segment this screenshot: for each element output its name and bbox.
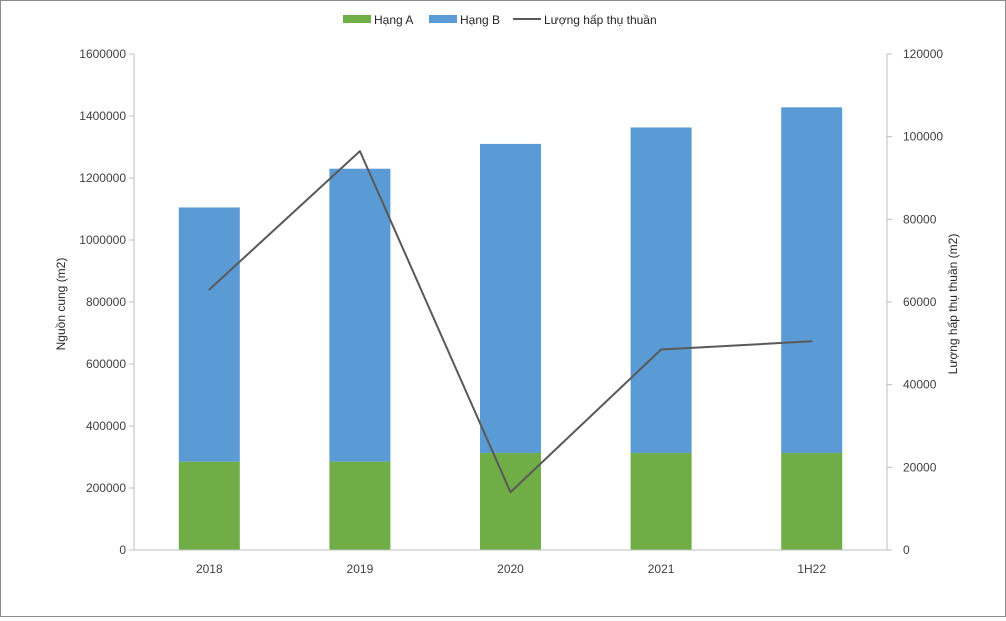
- y2-axis-ticks: 0 20000 40000 60000 80000 100000 120000: [887, 47, 943, 557]
- y-tick-label-4: 800000: [86, 295, 126, 309]
- y-tick-label-6: 1200000: [79, 171, 126, 185]
- line-point-1h22: [810, 340, 813, 343]
- legend-label-line: Lượng hấp thụ thuần: [544, 13, 657, 27]
- y2-tick-label-5: 100000: [903, 130, 943, 144]
- bar-hang-b-2019: [329, 168, 391, 462]
- bar-hang-b-2020: [480, 143, 541, 453]
- y-axis-title: Nguồn cung (m2): [54, 258, 68, 351]
- line-point-2019: [359, 150, 361, 152]
- bar-hang-b-1h22: [781, 107, 843, 453]
- x-tick-label-2020: 2020: [497, 562, 524, 576]
- y-tick-label-0: 0: [119, 543, 126, 557]
- bar-hang-a-2018: [178, 461, 240, 550]
- legend-label-hang-a: Hạng A: [374, 13, 413, 27]
- bar-hang-b-2018: [178, 207, 240, 462]
- bar-hang-a-1h22: [781, 452, 843, 550]
- y2-tick-label-3: 60000: [903, 295, 937, 309]
- y2-tick-label-4: 80000: [903, 212, 937, 226]
- bar-hang-b-2021: [630, 127, 692, 453]
- x-tick-label-2019: 2019: [347, 562, 374, 576]
- y-tick-label-3: 600000: [86, 357, 126, 371]
- x-tick-label-2021: 2021: [648, 562, 675, 576]
- y-axis-ticks: 0 200000 400000 600000 800000 1000000 1200000 1…: [79, 47, 134, 557]
- y-tick-label-8: 1600000: [79, 47, 126, 61]
- y2-tick-label-2: 40000: [903, 378, 937, 392]
- y2-axis-title: Lượng hấp thụ thuần (m2): [946, 234, 960, 375]
- line-point-2018: [208, 288, 211, 291]
- y-tick-label-7: 1400000: [79, 109, 126, 123]
- legend-swatch-hang-a: [343, 15, 371, 23]
- line-layer: [208, 150, 813, 494]
- bar-hang-a-2020: [480, 452, 541, 550]
- y-tick-label-1: 200000: [86, 481, 126, 495]
- bar-hang-a-2019: [329, 461, 391, 550]
- line-point-2020: [509, 491, 512, 493]
- x-tick-label-2018: 2018: [196, 562, 223, 576]
- y-tick-label-2: 400000: [86, 419, 126, 433]
- legend-label-hang-b: Hạng B: [460, 13, 500, 27]
- y2-tick-label-6: 120000: [903, 47, 943, 61]
- y-tick-label-5: 1000000: [79, 233, 126, 247]
- line-point-2021: [660, 348, 662, 351]
- legend-swatch-hang-b: [429, 15, 457, 23]
- y2-tick-label-1: 20000: [903, 460, 937, 474]
- x-tick-label-1h22: 1H22: [797, 562, 826, 576]
- x-axis-ticks: 2018 2019 2020 2021 1H22: [196, 562, 826, 576]
- bar-hang-a-2021: [630, 452, 692, 550]
- legend: Hạng A Hạng B Lượng hấp thụ thuần: [343, 13, 657, 27]
- y2-tick-label-0: 0: [903, 543, 910, 557]
- bars: [178, 107, 843, 550]
- axes: [133, 54, 888, 551]
